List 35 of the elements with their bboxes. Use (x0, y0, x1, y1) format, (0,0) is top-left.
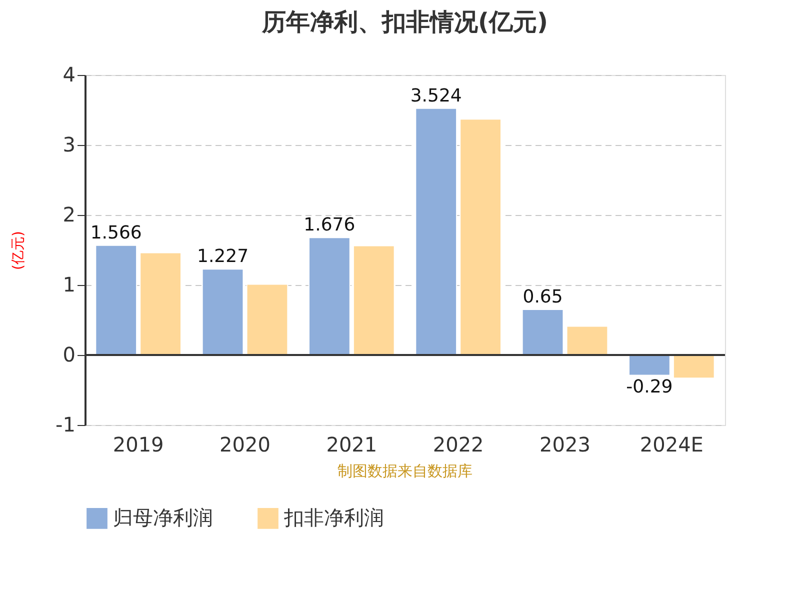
bar (352, 245, 395, 356)
bar (522, 309, 564, 356)
legend-label: 扣非净利润 (283, 505, 384, 530)
bar (672, 354, 715, 379)
bar (308, 237, 350, 356)
legend-label: 归母净利润 (113, 505, 213, 530)
bar (95, 244, 138, 356)
y-tick-label: 0 (62, 342, 76, 366)
y-tick-label: 2 (62, 202, 76, 226)
x-tick-label: 2024E (640, 432, 704, 456)
data-label: 3.524 (410, 85, 462, 106)
bar (415, 108, 458, 356)
x-tick-label: 2023 (540, 432, 590, 456)
x-tick-label: 2019 (112, 432, 164, 456)
bar (628, 354, 670, 376)
bar (246, 284, 288, 356)
text: 制图数据来自数据库 (338, 462, 472, 480)
y-axis-title: (亿元) (10, 231, 27, 270)
x-tick-label: 2020 (220, 432, 270, 456)
y-tick-label: 4 (62, 62, 76, 86)
data-label: 1.566 (90, 222, 142, 244)
y-tick-label: -1 (56, 412, 76, 436)
bar (460, 118, 502, 356)
chart-title: 历年净利、扣非情况(亿元) (261, 8, 548, 36)
y-tick-label: 1 (62, 272, 76, 296)
x-tick-label: 2021 (326, 432, 378, 456)
data-label: 1.227 (197, 246, 249, 268)
data-label: 0.65 (522, 286, 563, 308)
data-label: 1.676 (304, 214, 356, 236)
bar (140, 252, 182, 356)
x-tick-label: 2022 (432, 432, 484, 456)
data-label: -0.29 (626, 376, 673, 398)
bar (566, 326, 608, 356)
bar (202, 268, 244, 356)
y-tick-label: 3 (62, 132, 76, 156)
